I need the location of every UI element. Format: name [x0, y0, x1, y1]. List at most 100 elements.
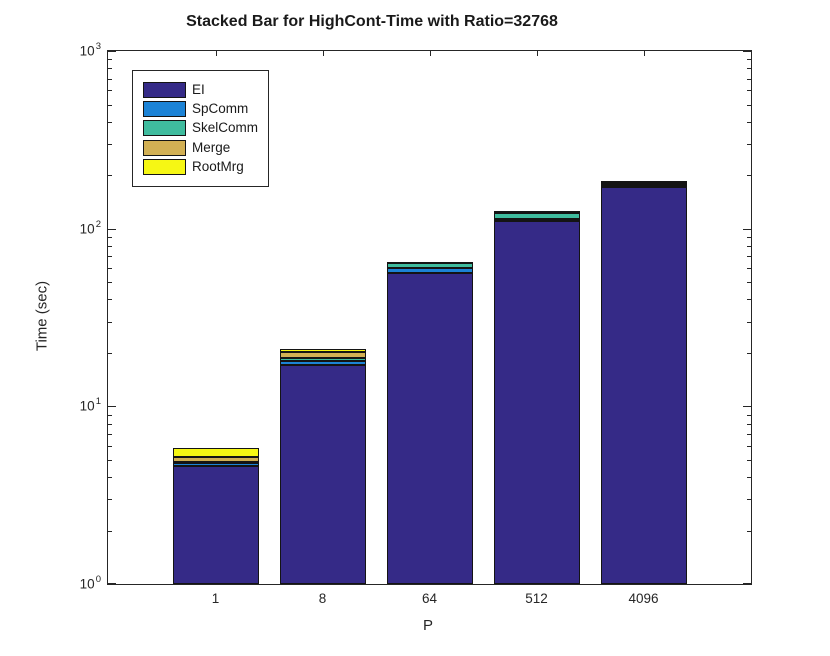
x-tick-label: 8	[318, 591, 327, 606]
y-minor-tick-right	[747, 282, 751, 284]
bar-segment-skelcomm	[279, 358, 366, 361]
x-tick-top	[536, 51, 538, 56]
legend-item-rootmrg: RootMrg	[143, 159, 258, 175]
x-tick-top	[643, 51, 645, 56]
bar-segment-spcomm	[386, 268, 473, 274]
legend: EI SpComm SkelComm Merge RootMrg	[132, 70, 270, 187]
y-major-tick-left	[108, 583, 116, 584]
x-tick-label: 4096	[628, 591, 659, 606]
y-minor-tick-right	[747, 459, 751, 461]
bar-column	[493, 51, 580, 584]
y-minor-tick-right	[747, 477, 751, 478]
legend-item-skelcomm: SkelComm	[143, 120, 258, 137]
y-axis-label: Time (sec)	[33, 280, 51, 352]
y-minor-tick-left	[108, 423, 112, 425]
y-minor-tick-right	[747, 78, 751, 80]
y-minor-tick-left	[108, 268, 112, 270]
y-minor-tick-left	[108, 433, 112, 435]
bar-column	[600, 51, 687, 584]
bar-segment-skelcomm	[493, 212, 580, 219]
y-minor-tick-left	[108, 499, 112, 501]
y-major-tick-right	[743, 406, 751, 408]
legend-item-spcomm: SpComm	[143, 101, 258, 118]
y-minor-tick-right	[747, 175, 751, 177]
y-minor-tick-right	[747, 530, 751, 532]
legend-swatch	[143, 120, 186, 137]
bar-column	[279, 51, 366, 584]
bar-segment-ei	[172, 466, 259, 584]
x-tick-label: 512	[525, 591, 548, 606]
legend-item-ei: EI	[143, 82, 258, 99]
y-minor-tick-right	[747, 433, 751, 435]
y-minor-tick-right	[747, 104, 751, 106]
bar-column	[172, 51, 259, 584]
y-minor-tick-left	[108, 245, 112, 247]
bar-segment-spcomm	[172, 463, 259, 467]
bar-segment-merge	[279, 352, 366, 359]
y-minor-tick-left	[108, 459, 112, 461]
chart-title: Stacked Bar for HighCont-Time with Ratio…	[186, 13, 558, 30]
y-minor-tick-left	[108, 121, 112, 123]
legend-label: EI	[192, 82, 205, 97]
bar-segment-ei	[493, 220, 580, 584]
y-major-tick-right	[743, 51, 751, 52]
y-major-tick-left	[108, 51, 116, 52]
y-minor-tick-right	[747, 268, 751, 270]
y-minor-tick-right	[747, 321, 751, 323]
bar-segment-rootmrg	[279, 349, 366, 353]
y-minor-tick-right	[747, 299, 751, 301]
x-tick-label: 64	[421, 591, 438, 606]
y-tick-label: 103	[79, 41, 101, 59]
x-axis-label: P	[422, 617, 434, 634]
legend-label: SpComm	[192, 101, 249, 117]
y-minor-tick-right	[747, 121, 751, 123]
y-minor-tick-right	[747, 59, 751, 61]
bar-segment-spcomm	[279, 361, 366, 365]
y-minor-tick-left	[108, 104, 112, 106]
y-minor-tick-left	[108, 352, 112, 354]
y-minor-tick-right	[747, 499, 751, 501]
y-major-tick-right	[743, 583, 751, 584]
y-minor-tick-right	[747, 245, 751, 247]
legend-label: RootMrg	[192, 158, 244, 174]
x-tick-label: 1	[211, 591, 220, 606]
y-minor-tick-right	[747, 236, 751, 238]
legend-swatch	[143, 158, 186, 175]
legend-swatch	[143, 139, 186, 156]
plot-area: EI SpComm SkelComm Merge RootMrg 100 101 102 10…	[80, 42, 752, 606]
y-minor-tick-left	[108, 477, 112, 478]
y-tick-label: 102	[79, 218, 101, 237]
y-major-tick-left	[108, 406, 116, 408]
bar-segment-spcomm	[493, 218, 580, 221]
x-tick-top	[215, 51, 217, 56]
y-minor-tick-left	[108, 299, 112, 301]
y-minor-tick-right	[747, 414, 751, 416]
y-minor-tick-right	[747, 90, 751, 92]
y-minor-tick-left	[108, 321, 112, 323]
legend-swatch	[143, 101, 186, 118]
y-minor-tick-left	[108, 414, 112, 416]
legend-swatch	[143, 82, 186, 99]
y-minor-tick-left	[108, 68, 112, 70]
y-tick-label: 100	[79, 574, 101, 592]
y-major-tick-left	[108, 228, 116, 230]
y-minor-tick-left	[108, 143, 112, 145]
bar-segment-spcomm	[600, 184, 687, 188]
bar-segment-ei	[600, 187, 687, 584]
y-minor-tick-left	[108, 175, 112, 177]
bar-segment-merge	[493, 212, 580, 214]
bar-segment-merge	[172, 457, 259, 463]
bar-segment-merge	[600, 181, 687, 183]
y-minor-tick-left	[108, 90, 112, 92]
y-minor-tick-left	[108, 282, 112, 284]
bar-segment-rootmrg	[172, 448, 259, 458]
bar-segment-rootmrg	[386, 262, 473, 264]
bar-segment-skelcomm	[172, 462, 259, 464]
y-minor-tick-right	[747, 352, 751, 354]
bar-segment-merge	[386, 262, 473, 264]
y-minor-tick-right	[747, 143, 751, 145]
legend-label: Merge	[192, 139, 231, 155]
bar-segment-skelcomm	[386, 263, 473, 269]
bar-segment-ei	[279, 364, 366, 584]
